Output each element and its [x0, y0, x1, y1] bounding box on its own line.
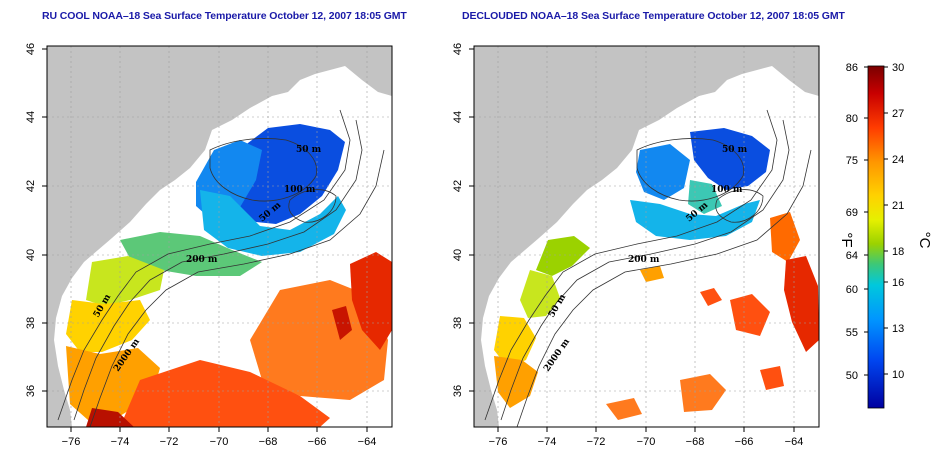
left-lat-tick-40: 40	[25, 249, 37, 261]
right-lon-tick-76: −76	[489, 436, 508, 448]
fahrenheit-tick-80: 80	[846, 113, 858, 125]
right-contour-label-50m: 50 m	[722, 145, 748, 155]
celsius-tick-16: 16	[892, 277, 904, 289]
left-lat-tick-38: 38	[25, 317, 37, 329]
right-lon-tick-68: −68	[686, 436, 705, 448]
fahrenheit-tick-55: 55	[846, 327, 858, 339]
right-panel-title: DECLOUDED NOAA–18 Sea Surface Temperatur…	[462, 10, 845, 22]
left-lon-tick-70: −70	[210, 436, 229, 448]
left-bathymetry-contours	[57, 109, 385, 427]
left-lon-tick-76: −76	[62, 436, 81, 448]
right-grid	[474, 46, 819, 427]
right-map-panel: 50 m 100 m 50 m 200 m 50 m 2000 m −76 −7…	[452, 43, 820, 448]
right-land-mass	[474, 46, 819, 427]
left-land-mass	[47, 46, 392, 427]
left-contour-label-50m: 50 m	[296, 145, 322, 155]
celsius-tick-24: 24	[892, 154, 904, 166]
right-lon-tick-70: −70	[637, 436, 656, 448]
left-contour-label-100m: 100 m	[284, 185, 316, 195]
left-lat-tick-46: 46	[25, 43, 37, 55]
right-cold-water-region	[690, 128, 770, 190]
temperature-colorbar: 86 80 75 69 64 60 55 50 30 27 24 21 18 1…	[838, 62, 933, 409]
fahrenheit-tick-50: 50	[846, 370, 858, 382]
celsius-tick-27: 27	[892, 108, 904, 120]
left-lon-tick-64: −64	[358, 436, 377, 448]
fahrenheit-tick-60: 60	[846, 284, 858, 296]
left-lon-tick-72: −72	[160, 436, 179, 448]
right-axis-ticks	[469, 48, 795, 432]
celsius-tick-30: 30	[892, 62, 904, 74]
celsius-tick-13: 13	[892, 323, 904, 335]
right-lat-tick-36: 36	[452, 385, 464, 397]
left-panel-title: RU COOL NOAA–18 Sea Surface Temperature …	[42, 10, 407, 22]
right-lat-tick-42: 42	[452, 180, 464, 192]
right-lon-tick-66: −66	[735, 436, 754, 448]
left-lat-tick-44: 44	[25, 111, 37, 123]
celsius-tick-10: 10	[892, 369, 904, 381]
left-contour-label-200m: 200 m	[186, 255, 218, 265]
fahrenheit-unit-label: °F	[838, 232, 855, 247]
celsius-tick-21: 21	[892, 200, 904, 212]
right-lon-tick-64: −64	[785, 436, 804, 448]
celsius-unit-label: °C	[916, 232, 933, 249]
fahrenheit-tick-86: 86	[846, 62, 858, 74]
right-bathymetry-contours	[484, 109, 812, 427]
fahrenheit-tick-75: 75	[846, 155, 858, 167]
left-map-panel: 50 m 100 m 50 m 200 m 50 m 2000 m −76 −7…	[25, 43, 393, 448]
left-lat-tick-42: 42	[25, 180, 37, 192]
right-contour-label-200m: 200 m	[628, 255, 660, 265]
left-lat-tick-36: 36	[25, 385, 37, 397]
right-lat-tick-38: 38	[452, 317, 464, 329]
colorbar-ticks	[864, 66, 888, 376]
left-grid	[47, 46, 392, 427]
fahrenheit-tick-64: 64	[846, 250, 858, 262]
left-lon-tick-74: −74	[111, 436, 130, 448]
right-lat-tick-44: 44	[452, 111, 464, 123]
right-lat-tick-46: 46	[452, 43, 464, 55]
left-axis-ticks	[42, 48, 368, 432]
right-lon-tick-74: −74	[538, 436, 557, 448]
left-lon-tick-68: −68	[259, 436, 278, 448]
fahrenheit-tick-69: 69	[846, 207, 858, 219]
colorbar-gradient	[867, 65, 885, 409]
right-lon-tick-72: −72	[587, 436, 606, 448]
celsius-tick-18: 18	[892, 246, 904, 258]
right-contour-label-100m: 100 m	[711, 185, 743, 195]
left-lon-tick-66: −66	[308, 436, 327, 448]
right-lat-tick-40: 40	[452, 249, 464, 261]
